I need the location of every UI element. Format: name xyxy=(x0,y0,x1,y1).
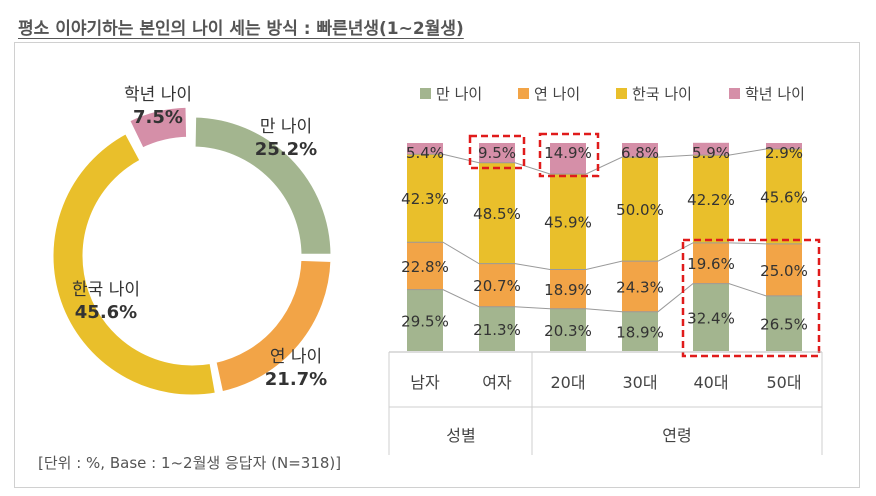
bar-segment xyxy=(407,154,443,243)
bar-value-label: 42.2% xyxy=(687,191,735,209)
x-tick-label: 남자 xyxy=(410,373,440,392)
donut-slice xyxy=(213,257,334,395)
x-tick-label: 40대 xyxy=(693,373,728,392)
bar-value-label: 25.0% xyxy=(760,262,808,280)
legend-label: 연 나이 xyxy=(534,85,580,103)
bar-value-label: 18.9% xyxy=(616,323,664,341)
bar-value-label: 22.8% xyxy=(401,258,449,276)
bar-segment xyxy=(479,143,515,163)
bar-segment xyxy=(622,261,658,312)
series-connector-line xyxy=(407,148,802,175)
highlight-box xyxy=(681,238,821,358)
bar-segment xyxy=(479,263,515,307)
bar-segment xyxy=(766,149,802,244)
x-tick-label: 여자 xyxy=(482,373,512,392)
group-label: 성별 xyxy=(446,426,475,445)
bar-value-label: 32.4% xyxy=(687,309,735,327)
donut-value-label: 45.6% xyxy=(75,302,137,323)
donut-slice xyxy=(126,104,190,152)
series-connector-line xyxy=(407,241,802,270)
legend-swatch xyxy=(518,88,529,99)
bar-segment xyxy=(550,269,586,309)
bar-value-label: 50.0% xyxy=(616,201,664,219)
highlight-box xyxy=(468,134,526,170)
donut-slice xyxy=(50,130,219,398)
x-tick-label: 30대 xyxy=(622,373,657,392)
bar-value-label: 48.5% xyxy=(473,205,521,223)
footnote: [단위 : %, Base : 1~2월생 응답자 (N=318)] xyxy=(38,454,342,472)
bar-value-label: 29.5% xyxy=(401,312,449,330)
bar-value-label: 14.9% xyxy=(544,144,592,162)
bar-value-label: 26.5% xyxy=(760,315,808,333)
bar-segment xyxy=(693,155,729,243)
bar-value-label: 20.7% xyxy=(473,277,521,295)
bar-segment xyxy=(479,162,515,264)
bar-value-label: 6.8% xyxy=(621,144,659,162)
bar-segment xyxy=(693,142,729,156)
x-tick-label: 50대 xyxy=(766,373,801,392)
bar-segment xyxy=(550,308,586,351)
group-label: 연령 xyxy=(662,426,691,445)
legend-label: 학년 나이 xyxy=(745,85,805,103)
donut-category-label: 학년 나이 xyxy=(124,85,192,105)
bar-segment xyxy=(407,143,443,155)
legend-label: 한국 나이 xyxy=(632,85,692,103)
bar-value-label: 9.5% xyxy=(478,144,516,162)
bar-value-label: 20.3% xyxy=(544,322,592,340)
donut-category-label: 연 나이 xyxy=(270,347,322,367)
donut-value-label: 21.7% xyxy=(265,369,327,390)
bar-value-label: 45.9% xyxy=(544,214,592,232)
legend-swatch xyxy=(616,88,627,99)
donut-value-label: 7.5% xyxy=(133,107,183,128)
legend-label: 만 나이 xyxy=(436,85,482,103)
bar-segment xyxy=(550,173,586,270)
bar-segment xyxy=(766,143,802,150)
bar-segment xyxy=(693,242,729,284)
bar-value-label: 42.3% xyxy=(401,190,449,208)
bar-segment xyxy=(407,289,443,351)
bar-value-label: 24.3% xyxy=(616,278,664,296)
series-connector-line xyxy=(407,283,802,313)
bar-value-label: 18.9% xyxy=(544,281,592,299)
legend-swatch xyxy=(420,88,431,99)
bar-value-label: 5.4% xyxy=(406,144,444,162)
bar-segment xyxy=(766,243,802,296)
bar-value-label: 19.6% xyxy=(687,255,735,273)
bar-segment xyxy=(622,143,658,158)
bar-segment xyxy=(550,143,586,174)
x-tick-label: 20대 xyxy=(550,373,585,392)
donut-value-label: 25.2% xyxy=(255,139,317,160)
bar-value-label: 45.6% xyxy=(760,188,808,206)
legend-swatch xyxy=(729,88,740,99)
donut-slice xyxy=(192,114,334,257)
donut-category-label: 만 나이 xyxy=(260,117,312,137)
bar-segment xyxy=(479,306,515,351)
page-title: 평소 이야기하는 본인의 나이 세는 방식 : 빠른년생(1~2월생) xyxy=(18,19,464,39)
bar-value-label: 21.3% xyxy=(473,321,521,339)
bar-value-label: 2.9% xyxy=(765,144,803,162)
bar-segment xyxy=(407,242,443,290)
bar-value-label: 5.9% xyxy=(692,144,730,162)
donut-category-label: 한국 나이 xyxy=(72,280,140,300)
bar-segment xyxy=(622,157,658,262)
bar-segment xyxy=(622,311,658,351)
highlight-box xyxy=(538,132,600,178)
bar-segment xyxy=(766,295,802,351)
bar-segment xyxy=(693,283,729,351)
